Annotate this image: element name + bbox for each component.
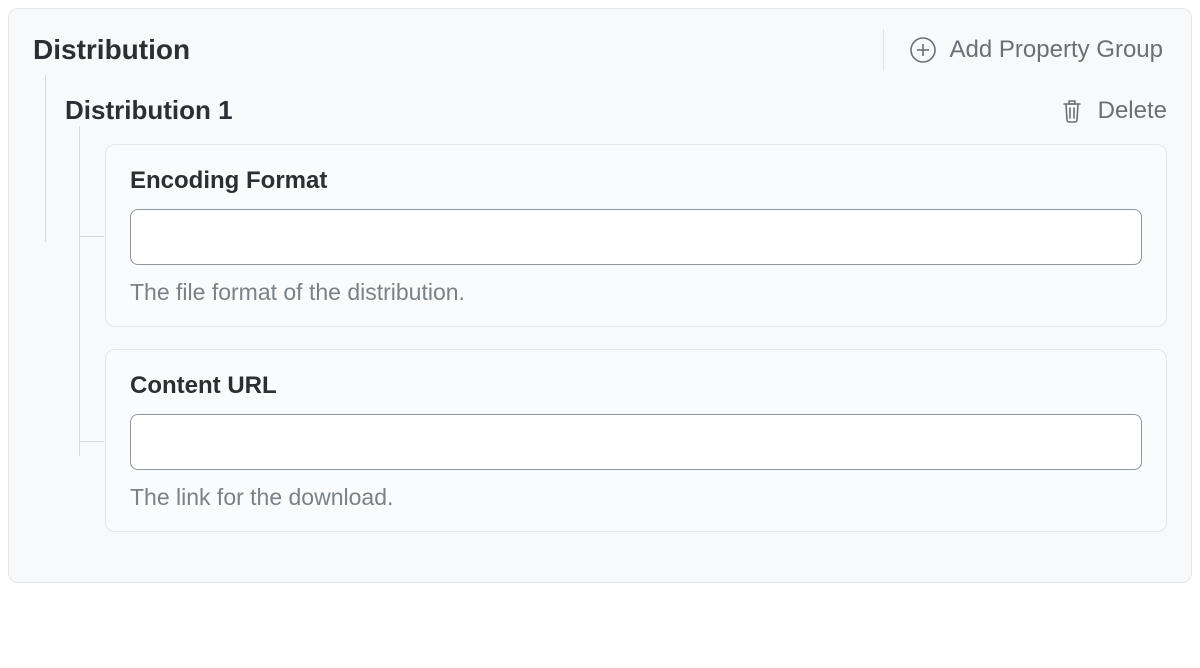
distribution-panel: Distribution Add Property Group Distribu…: [8, 8, 1192, 583]
add-property-group-button[interactable]: Add Property Group: [883, 29, 1167, 71]
field-label: Content URL: [130, 372, 1142, 400]
group-header: Distribution 1 Delete: [65, 95, 1167, 126]
field-hint: The file format of the distribution.: [130, 279, 1142, 306]
content-url-input[interactable]: [130, 414, 1142, 470]
plus-circle-icon: [908, 35, 938, 65]
group-title: Distribution 1: [65, 95, 233, 126]
field-hint: The link for the download.: [130, 484, 1142, 511]
encoding-format-input[interactable]: [130, 209, 1142, 265]
panel-title: Distribution: [33, 34, 190, 66]
property-group: Distribution 1 Delete Encoding Format: [45, 95, 1167, 532]
delete-group-button[interactable]: Delete: [1060, 97, 1167, 125]
field-label: Encoding Format: [130, 167, 1142, 195]
fields-container: Encoding Format The file format of the d…: [79, 144, 1167, 532]
field-content-url: Content URL The link for the download.: [105, 349, 1167, 532]
trash-icon: [1060, 98, 1086, 124]
add-property-group-label: Add Property Group: [950, 36, 1163, 64]
field-encoding-format: Encoding Format The file format of the d…: [105, 144, 1167, 327]
delete-label: Delete: [1098, 97, 1167, 125]
panel-header: Distribution Add Property Group: [33, 29, 1167, 71]
